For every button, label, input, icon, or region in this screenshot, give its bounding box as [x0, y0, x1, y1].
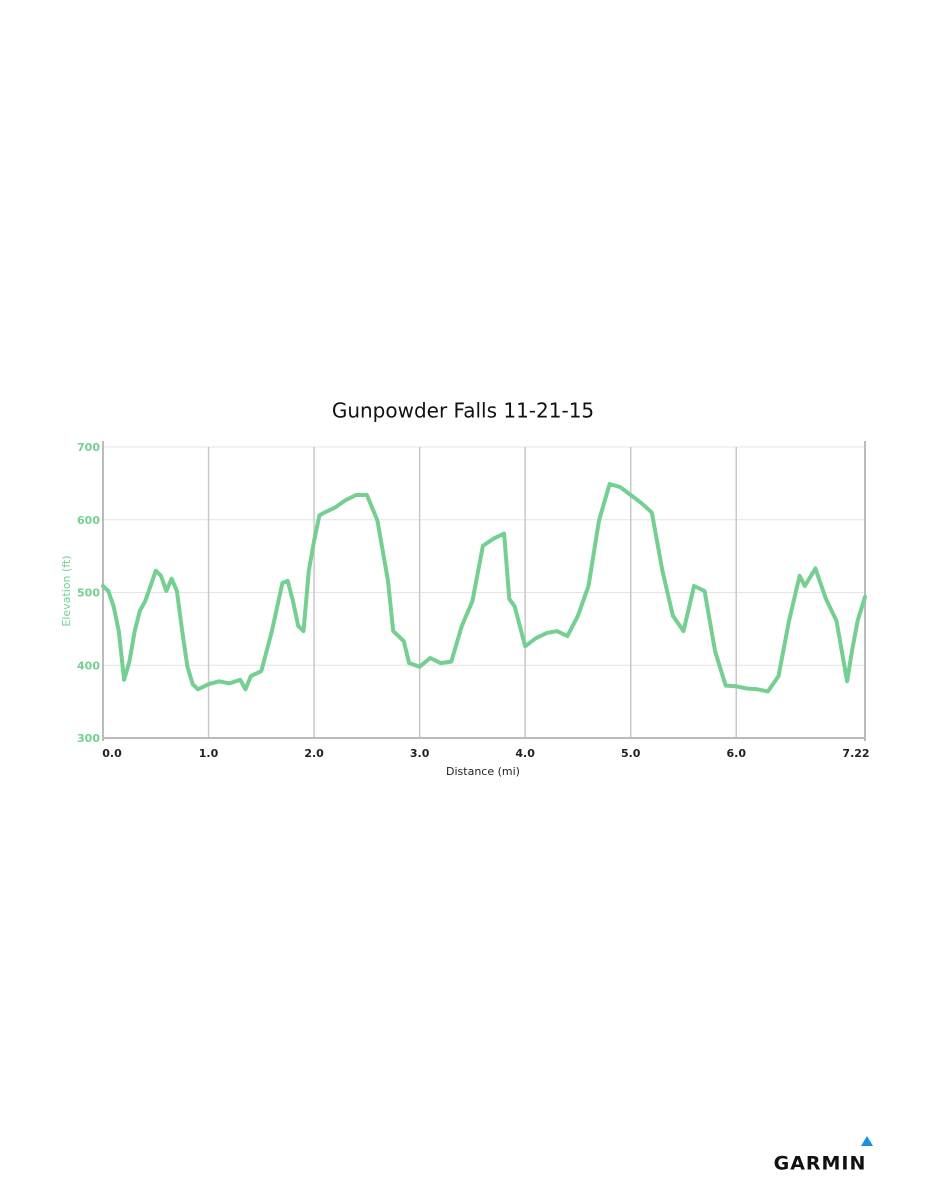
x-tick-label: 1.0	[199, 747, 219, 760]
x-tick-label: 3.0	[410, 747, 430, 760]
y-tick-label: 300	[77, 732, 100, 745]
y-tick-label: 500	[77, 587, 100, 600]
x-tick-label: 5.0	[621, 747, 641, 760]
y-axis-label: Elevation (ft)	[60, 555, 73, 626]
x-tick-label: 6.0	[726, 747, 746, 760]
elevation-line	[101, 482, 867, 694]
x-tick-label: 7.22	[842, 747, 869, 760]
logo: GARMIN	[774, 1153, 867, 1175]
x-tick-label: 0.0	[102, 747, 122, 760]
y-tick-label: 600	[77, 514, 100, 527]
x-tick-label: 2.0	[304, 747, 324, 760]
logo-triangle	[861, 1136, 873, 1146]
x-tick-label: 4.0	[515, 747, 535, 760]
chart-title: Gunpowder Falls 11-21-15	[332, 399, 594, 423]
y-tick-label: 700	[77, 441, 100, 454]
x-axis-label: Distance (mi)	[446, 765, 520, 778]
y-tick-label: 400	[77, 659, 100, 672]
